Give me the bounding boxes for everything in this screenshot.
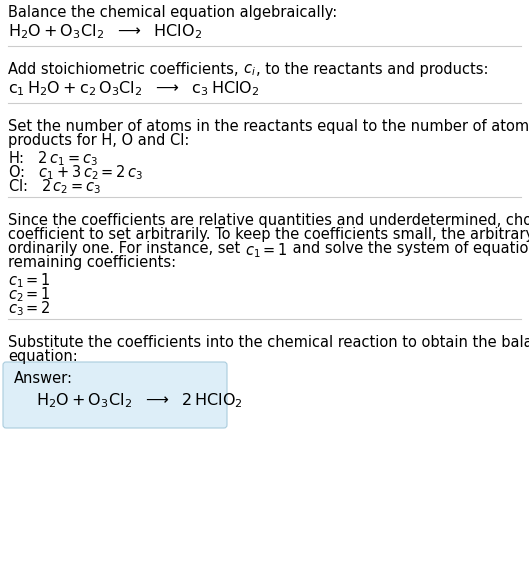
Text: Since the coefficients are relative quantities and underdetermined, choose a: Since the coefficients are relative quan…	[8, 213, 529, 228]
Text: ordinarily one. For instance, set: ordinarily one. For instance, set	[8, 241, 245, 256]
Text: Add stoichiometric coefficients,: Add stoichiometric coefficients,	[8, 62, 243, 77]
Text: $c_i$: $c_i$	[243, 62, 256, 77]
Text: and solve the system of equations for the: and solve the system of equations for th…	[288, 241, 529, 256]
Text: $\mathsf{H_2O + O_3Cl_2\ \ \longrightarrow\ \ HClO_2}$: $\mathsf{H_2O + O_3Cl_2\ \ \longrightarr…	[8, 22, 202, 41]
Text: coefficient to set arbitrarily. To keep the coefficients small, the arbitrary va: coefficient to set arbitrarily. To keep …	[8, 227, 529, 242]
Text: equation:: equation:	[8, 349, 78, 364]
Text: products for H, O and Cl:: products for H, O and Cl:	[8, 133, 189, 148]
Text: Substitute the coefficients into the chemical reaction to obtain the balanced: Substitute the coefficients into the che…	[8, 335, 529, 350]
Text: Balance the chemical equation algebraically:: Balance the chemical equation algebraica…	[8, 5, 338, 20]
Text: $\mathsf{c_1\,H_2O + c_2\,O_3Cl_2\ \ \longrightarrow\ \ c_3\,HClO_2}$: $\mathsf{c_1\,H_2O + c_2\,O_3Cl_2\ \ \lo…	[8, 79, 259, 97]
Text: H:   $2\,c_1 = c_3$: H: $2\,c_1 = c_3$	[8, 149, 98, 168]
Text: remaining coefficients:: remaining coefficients:	[8, 255, 176, 270]
Text: $c_2 = 1$: $c_2 = 1$	[8, 285, 51, 303]
Text: Cl:   $2\,c_2 = c_3$: Cl: $2\,c_2 = c_3$	[8, 177, 102, 195]
Text: $c_3 = 2$: $c_3 = 2$	[8, 299, 51, 318]
Text: Answer:: Answer:	[14, 371, 73, 386]
Text: $c_1 = 1$: $c_1 = 1$	[8, 271, 51, 290]
Text: $c_1 = 1$: $c_1 = 1$	[245, 241, 288, 259]
Text: , to the reactants and products:: , to the reactants and products:	[256, 62, 488, 77]
Text: O:   $c_1 + 3\,c_2 = 2\,c_3$: O: $c_1 + 3\,c_2 = 2\,c_3$	[8, 163, 143, 182]
FancyBboxPatch shape	[3, 362, 227, 428]
Text: $\mathsf{H_2O + O_3Cl_2\ \ \longrightarrow\ \ 2\,HClO_2}$: $\mathsf{H_2O + O_3Cl_2\ \ \longrightarr…	[36, 391, 243, 410]
Text: Set the number of atoms in the reactants equal to the number of atoms in the: Set the number of atoms in the reactants…	[8, 119, 529, 134]
